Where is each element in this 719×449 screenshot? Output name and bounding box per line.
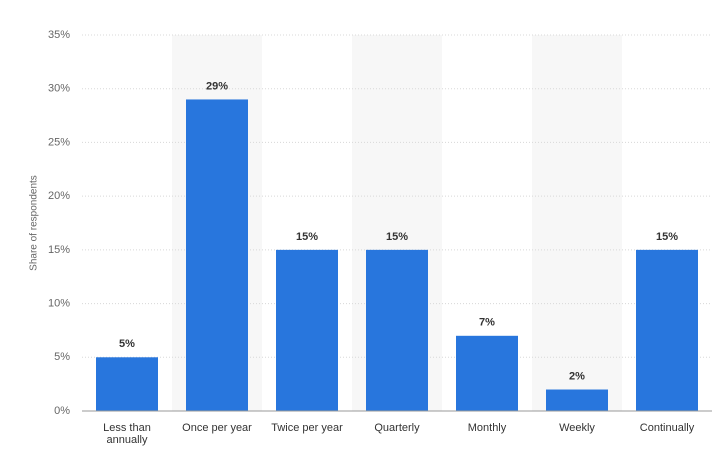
bar [546, 389, 608, 411]
value-label: 2% [569, 370, 585, 382]
value-label: 15% [386, 231, 408, 243]
band-shade [532, 35, 622, 411]
value-label: 15% [656, 231, 678, 243]
x-tick-label: Weekly [559, 422, 595, 434]
x-tick-label: Less than annually [103, 422, 151, 446]
value-label: 29% [206, 80, 228, 92]
value-label: 5% [119, 338, 135, 350]
y-tick-label: 15% [48, 244, 70, 256]
bar [366, 249, 428, 411]
bar [636, 249, 698, 411]
x-tick-label: Once per year [182, 422, 252, 434]
bar [186, 99, 248, 411]
bar [276, 249, 338, 411]
value-label: 7% [479, 317, 495, 329]
x-tick-label: Monthly [467, 422, 507, 434]
bar [456, 335, 518, 411]
y-tick-label: 20% [48, 190, 70, 202]
x-tick-label: Continually [639, 422, 695, 434]
y-axis-label: Share of respondents [29, 175, 40, 271]
y-tick-label: 25% [48, 136, 70, 148]
value-label: 15% [296, 231, 318, 243]
y-tick-label: 10% [48, 297, 70, 309]
bar [96, 357, 158, 411]
y-tick-label: 35% [48, 29, 70, 41]
x-tick-label: Quarterly [374, 422, 420, 434]
y-tick-label: 5% [54, 351, 70, 363]
y-tick-label: 0% [54, 405, 70, 417]
y-tick-label: 30% [48, 83, 70, 95]
x-tick-label: Twice per year [271, 422, 343, 434]
